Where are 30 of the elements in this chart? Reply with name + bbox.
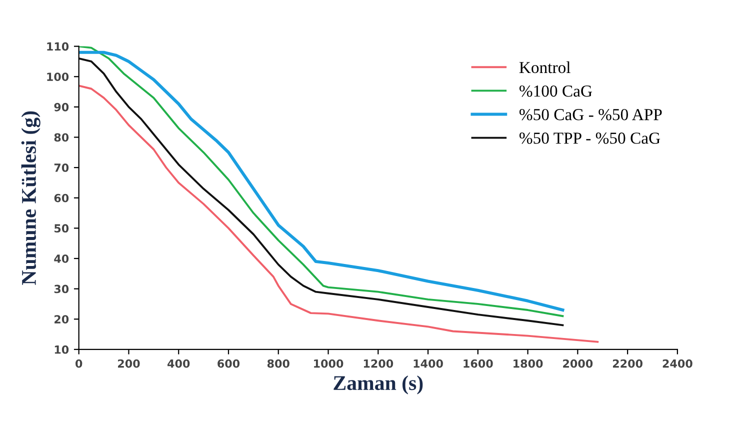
legend-label: Kontrol (519, 61, 570, 74)
legend-label: %50 TPP - %50 CaG (519, 132, 660, 144)
x-tick-label: 800 (267, 359, 290, 368)
x-tick-label: 1800 (514, 359, 543, 368)
x-tick-label: 400 (168, 359, 190, 368)
y-tick-label: 90 (54, 102, 69, 112)
x-axis-title: Zaman (s) (334, 375, 423, 394)
y-tick-label: 10 (54, 345, 69, 354)
y-tick-label: 60 (54, 194, 69, 202)
x-tick-label: 2200 (612, 359, 642, 368)
legend-label: %100 CaG (519, 85, 592, 97)
y-tick-label: 30 (54, 284, 69, 294)
y-axis-title: Numune Kütlesi (g) (21, 111, 40, 285)
y-tick-label: 100 (47, 72, 69, 81)
x-tick-label: 1000 (314, 359, 344, 368)
y-tick-label: 80 (54, 133, 69, 142)
y-tick-label: 70 (54, 164, 69, 172)
y-tick-label: 110 (47, 42, 69, 51)
y-tick-label: 40 (54, 254, 69, 263)
x-tick-label: 2000 (563, 359, 593, 368)
x-tick-label: 600 (218, 359, 240, 368)
x-tick-label: 2400 (662, 359, 692, 368)
x-tick-label: 0 (76, 359, 82, 368)
x-tick-label: 200 (118, 359, 140, 368)
x-tick-label: 1400 (414, 359, 443, 368)
x-tick-label: 1200 (364, 359, 394, 368)
x-tick-label: 1600 (464, 359, 493, 368)
y-tick-label: 50 (54, 224, 69, 233)
legend-label: %50 CaG - %50 APP (519, 108, 662, 120)
y-tick-label: 20 (54, 315, 69, 324)
